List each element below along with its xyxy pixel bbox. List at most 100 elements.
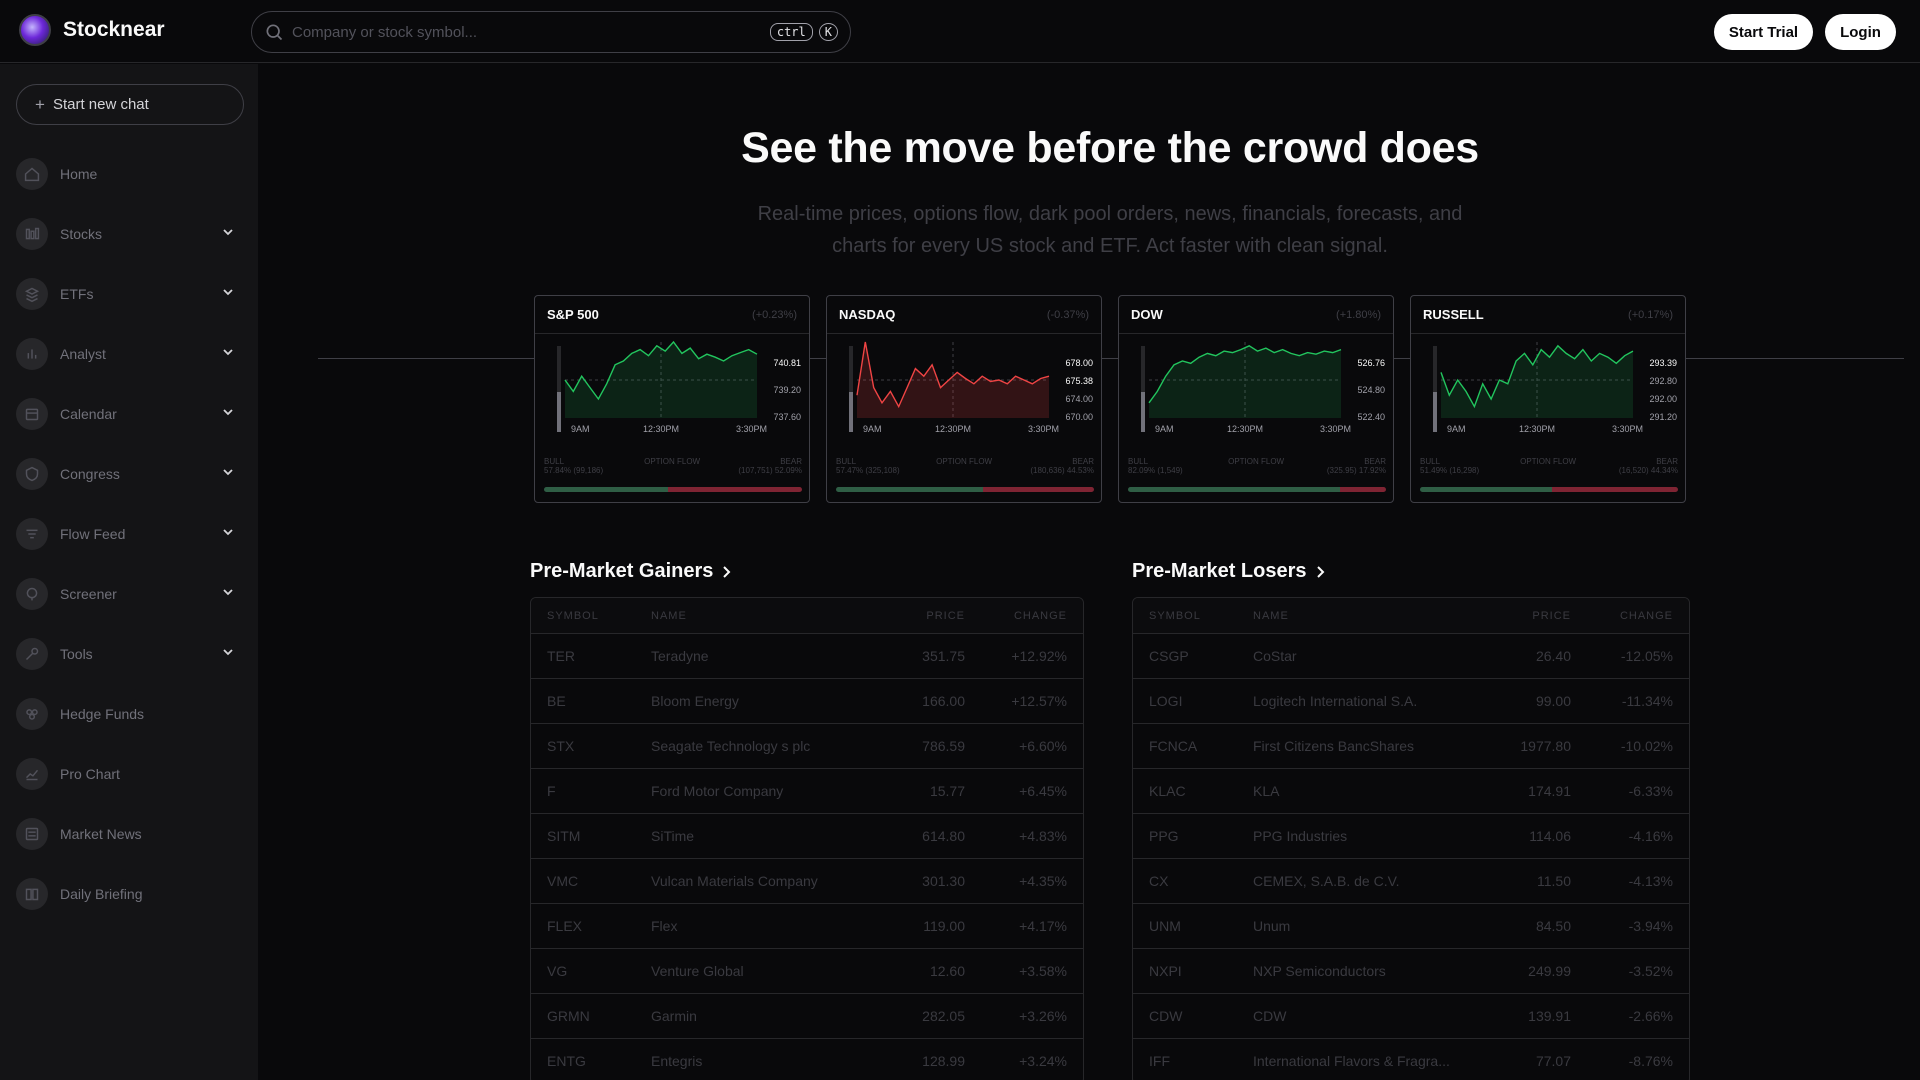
symbol-cell[interactable]: CDW — [1149, 1008, 1183, 1024]
start-new-chat-button[interactable]: + Start new chat — [16, 84, 244, 125]
sidebar-item-pro-chart[interactable]: Pro Chart — [16, 744, 244, 804]
table-row[interactable]: ENTG Entegris 128.99 +3.24% — [531, 1039, 1083, 1080]
table-row[interactable]: BE Bloom Energy 166.00 +12.57% — [531, 679, 1083, 724]
sidebar-item-market-news[interactable]: Market News — [16, 804, 244, 864]
option-flow: BULL OPTION FLOW BEAR 57.47% (325,108) (180,… — [836, 457, 1094, 475]
symbol-cell[interactable]: NXPI — [1149, 963, 1182, 979]
bull-fill — [544, 487, 668, 492]
sidebar-item-analyst[interactable]: Analyst — [16, 324, 244, 384]
chevron-down-icon — [223, 409, 233, 416]
sidebar-item-calendar[interactable]: Calendar — [16, 384, 244, 444]
table-row[interactable]: FLEX Flex 119.00 +4.17% — [531, 904, 1083, 949]
table-row[interactable]: VMC Vulcan Materials Company 301.30 +4.35% — [531, 859, 1083, 904]
name-cell: CDW — [1253, 1008, 1287, 1024]
symbol-cell[interactable]: STX — [547, 738, 575, 754]
table-row[interactable]: UNM Unum 84.50 -3.94% — [1133, 904, 1689, 949]
price-tick-label: 522.40 — [1357, 412, 1385, 422]
page-subtitle: Real-time prices, options flow, dark poo… — [757, 203, 1463, 257]
sidebar-item-label: Screener — [60, 586, 117, 602]
table-row[interactable]: GRMN Garmin 282.05 +3.26% — [531, 994, 1083, 1039]
price-cell: 351.75 — [922, 648, 965, 664]
symbol-cell[interactable]: SITM — [547, 828, 581, 844]
analyst-icon — [16, 338, 48, 370]
table-row[interactable]: FCNCA First Citizens BancShares 1977.80 -10… — [1133, 724, 1689, 769]
table-row[interactable]: SITM SiTime 614.80 +4.83% — [531, 814, 1083, 859]
symbol-cell[interactable]: TER — [547, 648, 575, 664]
col-symbol: SYMBOL — [547, 609, 599, 622]
symbol-cell[interactable]: KLAC — [1149, 783, 1186, 799]
sidebar-item-label: Tools — [60, 646, 93, 662]
symbol-cell[interactable]: ENTG — [547, 1053, 586, 1069]
sidebar-item-congress[interactable]: Congress — [16, 444, 244, 504]
index-card-s-p-500[interactable]: S&P 500 (+0.23%) 740.81 739.20 737.60 9AM 12:3… — [534, 295, 810, 503]
time-tick-label: 3:30PM — [736, 424, 767, 434]
price-cell: 786.59 — [922, 738, 965, 754]
name-cell: Logitech International S.A. — [1253, 693, 1418, 709]
flow-label: OPTION FLOW — [1228, 457, 1285, 466]
table-row[interactable]: VG Venture Global 12.60 +3.58% — [531, 949, 1083, 994]
bull-label: BULL — [836, 457, 857, 466]
losers-title-link[interactable]: Pre-Market Losers — [1132, 560, 1325, 583]
sidebar-item-home[interactable]: Home — [16, 144, 244, 204]
table-row[interactable]: LOGI Logitech International S.A. 99.00 -11.… — [1133, 679, 1689, 724]
sidebar-item-hedge-funds[interactable]: Hedge Funds — [16, 684, 244, 744]
sidebar-item-flow-feed[interactable]: Flow Feed — [16, 504, 244, 564]
sidebar-item-label: Daily Briefing — [60, 886, 143, 902]
table-row[interactable]: TER Teradyne 351.75 +12.92% — [531, 634, 1083, 679]
table-row[interactable]: CSGP CoStar 26.40 -12.05% — [1133, 634, 1689, 679]
symbol-cell[interactable]: IFF — [1149, 1053, 1170, 1069]
symbol-cell[interactable]: CX — [1149, 873, 1169, 889]
symbol-cell[interactable]: LOGI — [1149, 693, 1183, 709]
symbol-cell[interactable]: GRMN — [547, 1008, 590, 1024]
flow-label: OPTION FLOW — [644, 457, 701, 466]
search-bar[interactable]: ctrl K — [251, 11, 851, 53]
symbol-cell[interactable]: FCNCA — [1149, 738, 1198, 754]
index-card-russell[interactable]: RUSSELL (+0.17%) 293.39 292.80 292.00 291.20 9… — [1410, 295, 1686, 503]
col-change: CHANGE — [1619, 609, 1673, 622]
col-symbol: SYMBOL — [1149, 609, 1201, 622]
start-trial-button[interactable]: Start Trial — [1714, 14, 1813, 50]
sidebar-item-label: Analyst — [60, 346, 106, 362]
price-line — [1440, 344, 1634, 409]
table-row[interactable]: NXPI NXP Semiconductors 249.99 -3.52% — [1133, 949, 1689, 994]
price-cell: 26.40 — [1535, 648, 1571, 664]
login-button[interactable]: Login — [1825, 14, 1896, 50]
symbol-cell[interactable]: F — [547, 783, 556, 799]
bear-value: (107,751) 52.09% — [738, 466, 802, 475]
symbol-cell[interactable]: CSGP — [1149, 648, 1189, 664]
table-row[interactable]: KLAC KLA 174.91 -6.33% — [1133, 769, 1689, 814]
search-input[interactable] — [292, 23, 764, 41]
logo[interactable]: Stocknear — [19, 14, 165, 46]
symbol-cell[interactable]: VMC — [547, 873, 579, 889]
symbol-cell[interactable]: VG — [547, 963, 568, 979]
col-name: NAME — [651, 609, 687, 622]
chevron-right-icon — [723, 565, 731, 578]
new-chat-label: Start new chat — [52, 96, 149, 113]
bull-fill — [836, 487, 984, 492]
sidebar-item-daily-briefing[interactable]: Daily Briefing — [16, 864, 244, 924]
index-card-nasdaq[interactable]: NASDAQ (-0.37%) 678.00 675.38 674.00 670.00 9A… — [826, 295, 1102, 503]
price-cell: 282.05 — [922, 1008, 965, 1024]
symbol-cell[interactable]: BE — [547, 693, 566, 709]
table-row[interactable]: STX Seagate Technology s plc 786.59 +6.60% — [531, 724, 1083, 769]
flow-ratio-bar — [1420, 487, 1678, 492]
sidebar-item-tools[interactable]: Tools — [16, 624, 244, 684]
sidebar-item-screener[interactable]: Screener — [16, 564, 244, 624]
table-row[interactable]: CDW CDW 139.91 -2.66% — [1133, 994, 1689, 1039]
index-card-dow[interactable]: DOW (+1.80%) 526.76 524.80 522.40 9AM 12:30PM 3… — [1118, 295, 1394, 503]
sidebar-item-etfs[interactable]: ETFs — [16, 264, 244, 324]
change-cell: +3.58% — [1019, 963, 1067, 979]
sidebar-item-stocks[interactable]: Stocks — [16, 204, 244, 264]
table-row[interactable]: F Ford Motor Company 15.77 +6.45% — [531, 769, 1083, 814]
app-name: Stocknear — [63, 18, 165, 41]
table-row[interactable]: IFF International Flavors & Fragra... 77.0… — [1133, 1039, 1689, 1080]
table-row[interactable]: PPG PPG Industries 114.06 -4.16% — [1133, 814, 1689, 859]
option-flow: BULL OPTION FLOW BEAR 51.49% (16,298) (16,52… — [1420, 457, 1678, 475]
sidebar-nav: Home Stocks ETFs Analyst Calendar Congress Flo… — [16, 144, 244, 924]
symbol-cell[interactable]: PPG — [1149, 828, 1179, 844]
symbol-cell[interactable]: UNM — [1149, 918, 1181, 934]
table-row[interactable]: CX CEMEX, S.A.B. de C.V. 11.50 -4.13% — [1133, 859, 1689, 904]
symbol-cell[interactable]: FLEX — [547, 918, 583, 934]
flow-ratio-bar — [836, 487, 1094, 492]
gainers-title-link[interactable]: Pre-Market Gainers — [530, 560, 731, 583]
